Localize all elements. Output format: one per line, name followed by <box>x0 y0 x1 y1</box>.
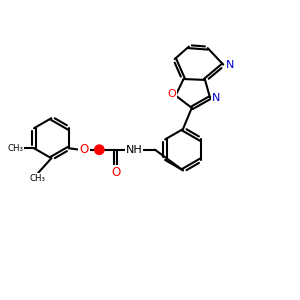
Circle shape <box>94 145 104 154</box>
Text: NH: NH <box>125 145 142 155</box>
Text: CH₃: CH₃ <box>29 174 45 183</box>
Text: CH₃: CH₃ <box>8 144 24 153</box>
Text: O: O <box>167 89 176 99</box>
Text: O: O <box>80 143 88 156</box>
Text: O: O <box>111 166 120 179</box>
Text: N: N <box>226 60 234 70</box>
Text: N: N <box>212 93 221 103</box>
